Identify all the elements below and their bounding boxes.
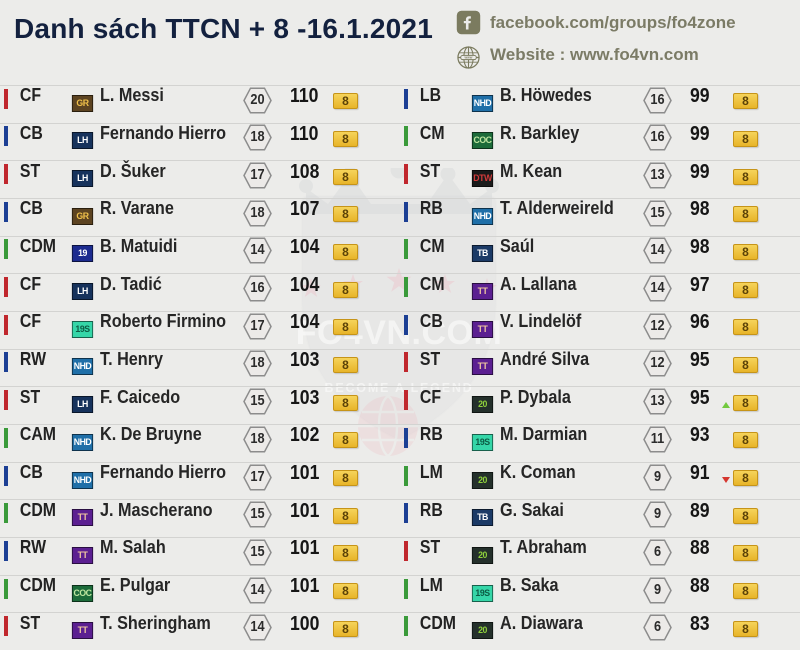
svg-text:WWW: WWW	[465, 56, 473, 60]
